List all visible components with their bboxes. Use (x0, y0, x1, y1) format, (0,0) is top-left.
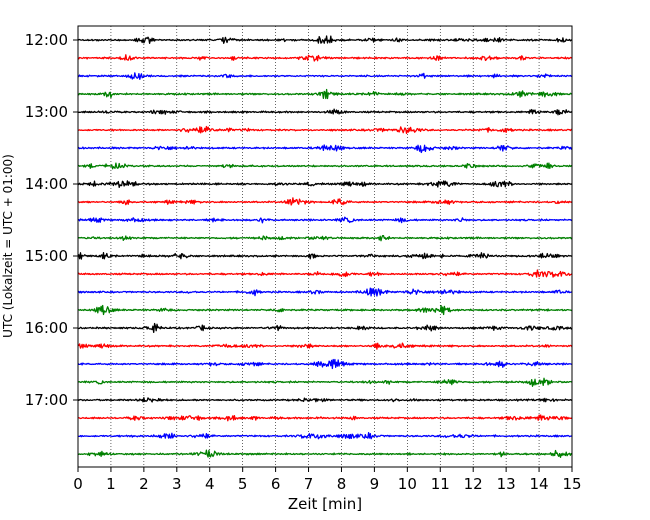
seismic-trace (77, 144, 573, 154)
seismic-trace (77, 88, 573, 100)
y-axis-label: UTC (Lokalzeit = UTC + 01:00) (1, 154, 15, 338)
seismic-trace (77, 252, 573, 260)
seismic-trace (77, 35, 573, 44)
seismic-trace (77, 358, 573, 370)
y-tick-label: 13:00 (25, 103, 68, 121)
x-tick-label: 15 (562, 475, 581, 493)
seismic-trace (77, 197, 573, 206)
x-tick-label: 11 (431, 475, 450, 493)
seismic-trace (77, 180, 573, 189)
seismic-trace (77, 162, 573, 170)
y-tick-label: 14:00 (25, 175, 68, 193)
seismic-trace (77, 287, 573, 297)
seismic-trace (77, 234, 573, 242)
plot-frame (77, 25, 573, 468)
x-tick-label: 5 (238, 475, 248, 493)
seismic-trace (77, 125, 573, 135)
seismic-trace (77, 54, 573, 62)
y-axis-ticks: 12:00 13:00 14:00 15:00 16:00 17:00 (25, 31, 78, 409)
x-tick-label: 0 (73, 475, 83, 493)
x-axis-label: Zeit [min] (288, 495, 362, 513)
y-tick-label: 16:00 (25, 319, 68, 337)
seismic-trace (77, 377, 573, 387)
seismic-trace (77, 269, 573, 278)
seismic-trace (77, 322, 573, 334)
x-tick-label: 2 (139, 475, 149, 493)
x-tick-label: 10 (398, 475, 417, 493)
y-tick-label: 12:00 (25, 31, 68, 49)
x-tick-label: 6 (271, 475, 281, 493)
seismic-trace (77, 304, 573, 316)
seismic-trace (77, 432, 573, 440)
seismic-trace (77, 342, 573, 350)
seismic-trace (77, 449, 573, 458)
x-tick-label: 12 (464, 475, 483, 493)
plot-area-background (78, 26, 572, 467)
x-tick-label: 9 (370, 475, 380, 493)
x-axis-ticks: 0 1 2 3 4 5 6 7 8 9 10 11 12 13 14 15 (73, 467, 582, 493)
x-tick-label: 14 (530, 475, 549, 493)
x-tick-label: 3 (172, 475, 182, 493)
x-tick-label: 4 (205, 475, 215, 493)
x-tick-label: 7 (304, 475, 314, 493)
seismic-trace (77, 414, 573, 422)
seismic-trace (78, 108, 573, 116)
trace-group (77, 35, 573, 458)
seismic-trace (77, 72, 573, 80)
y-tick-label: 15:00 (25, 247, 68, 265)
seismic-trace (77, 216, 573, 224)
y-tick-label: 17:00 (25, 391, 68, 409)
x-tick-label: 1 (106, 475, 116, 493)
seismic-trace (77, 397, 573, 403)
x-tick-label: 13 (497, 475, 516, 493)
x-tick-label: 8 (337, 475, 347, 493)
